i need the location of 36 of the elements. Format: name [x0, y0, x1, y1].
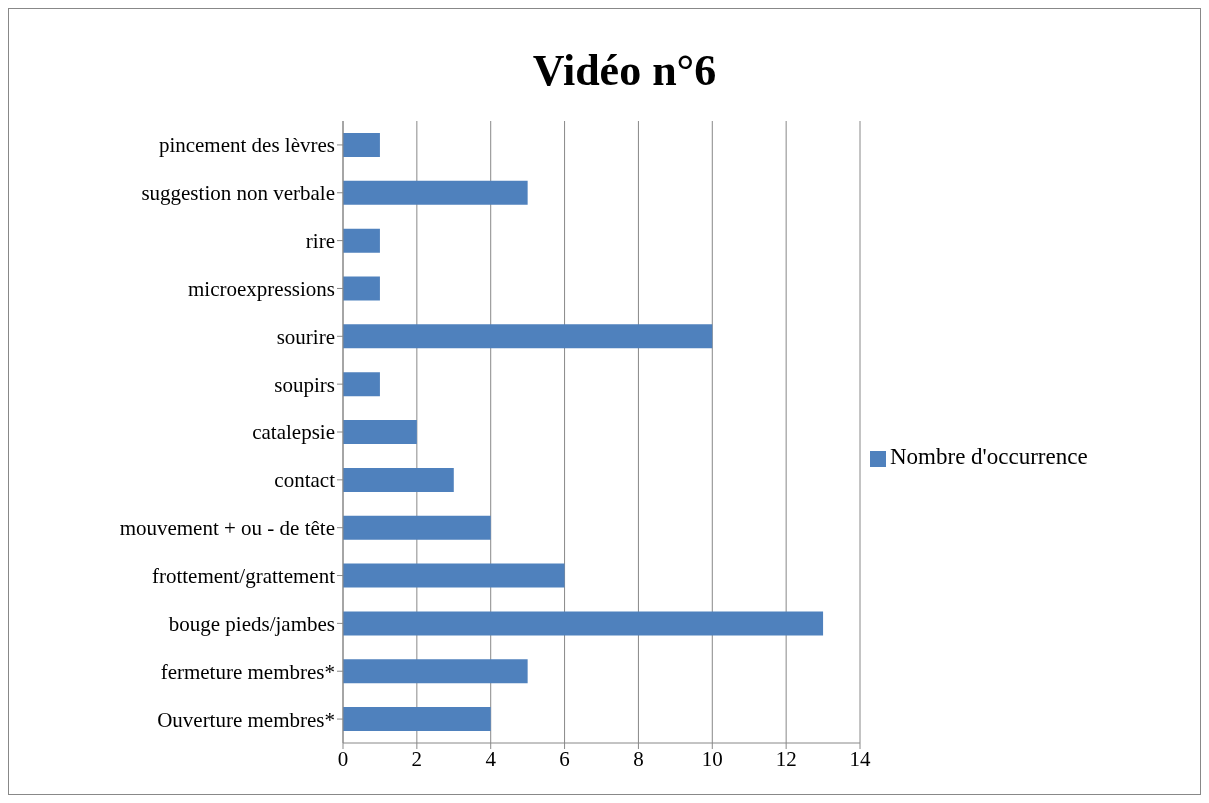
x-tick-label: 6 [559, 746, 570, 771]
y-tick-label: mouvement + ou - de tête [119, 516, 335, 541]
bar [343, 707, 491, 732]
bar [343, 180, 528, 205]
y-tick-label: bouge pieds/jambes [168, 611, 335, 636]
x-tick-label: 2 [411, 746, 423, 771]
y-tick-label: suggestion non verbale [141, 181, 335, 206]
bar [343, 276, 380, 301]
legend-label: Nombre d'occurrence [890, 444, 1088, 469]
bar [343, 611, 824, 636]
y-tick-label: frottement/grattement [151, 563, 336, 588]
y-tick-label: microexpressions [188, 276, 335, 301]
y-tick-label: catalepsie [252, 420, 335, 445]
y-tick-label: soupirs [274, 372, 335, 397]
chart-title: Vidéo n°6 [531, 44, 718, 97]
y-tick-label: pincement des lèvres [158, 133, 335, 158]
bar [343, 420, 417, 445]
y-tick-label: rire [305, 229, 335, 254]
bar [343, 467, 454, 492]
x-tick-label: 0 [337, 746, 349, 771]
y-tick-label: sourire [276, 324, 335, 349]
bar [343, 132, 380, 157]
x-tick-label: 10 [701, 746, 723, 771]
bar [343, 372, 380, 397]
y-tick-label: fermeture membres* [160, 659, 335, 684]
bar [343, 659, 528, 684]
bar [343, 515, 491, 540]
x-tick-label: 12 [775, 746, 797, 771]
x-tick-label: 4 [485, 746, 497, 771]
bar [343, 563, 565, 588]
y-tick-label: contact [274, 468, 336, 493]
x-tick-label: 8 [633, 746, 644, 771]
bar [343, 324, 713, 349]
x-tick-label: 14 [849, 746, 871, 771]
bar [343, 228, 380, 253]
y-tick-label: Ouverture membres* [157, 707, 335, 732]
